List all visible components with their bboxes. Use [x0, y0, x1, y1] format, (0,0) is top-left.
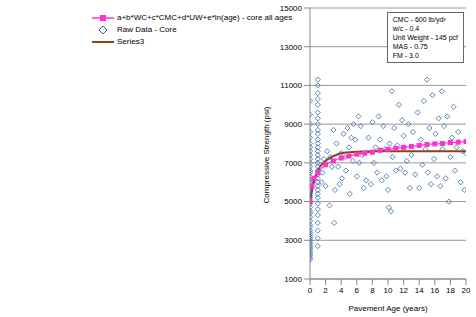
svg-text:16: 16	[430, 286, 439, 295]
svg-text:Pavement Age (years): Pavement Age (years)	[348, 304, 427, 313]
svg-text:3000: 3000	[284, 236, 302, 245]
svg-text:11000: 11000	[280, 81, 302, 90]
html-text:CMC - 600 lb/yd³: CMC - 600 lb/yd³	[392, 16, 446, 23]
svg-text:7000: 7000	[284, 159, 302, 168]
svg-text:8: 8	[370, 286, 375, 295]
svg-text:15000: 15000	[280, 4, 303, 13]
svg-text:4: 4	[339, 286, 344, 295]
html-text:Raw Data - Core: Raw Data - Core	[117, 25, 177, 34]
html-text:MAS - 0.75: MAS - 0.75	[392, 43, 428, 50]
svg-text:20: 20	[462, 286, 468, 295]
svg-text:0: 0	[308, 286, 313, 295]
html-text:Unit Weight - 145 pcf: Unit Weight - 145 pcf	[392, 34, 458, 41]
svg-text:Compressive Strength (psi): Compressive Strength (psi)	[262, 106, 271, 203]
html-text:w/c - 0.4: w/c - 0.4	[392, 25, 420, 32]
svg-text:6: 6	[355, 286, 360, 295]
svg-text:1000: 1000	[284, 275, 302, 284]
svg-text:12: 12	[399, 286, 408, 295]
svg-text:2: 2	[323, 286, 328, 295]
svg-text:9000: 9000	[284, 120, 302, 129]
svg-text:14: 14	[415, 286, 424, 295]
html-text:Series3: Series3	[117, 37, 145, 46]
html-text:a+b*WC+c*CMC+d*UW+e*ln(age) -: a+b*WC+c*CMC+d*UW+e*ln(age) - core all a…	[117, 13, 293, 22]
svg-text:18: 18	[446, 286, 455, 295]
svg-text:10: 10	[384, 286, 393, 295]
svg-text:5000: 5000	[284, 197, 302, 206]
html-text:FM - 3.0: FM - 3.0	[392, 52, 419, 59]
svg-text:13000: 13000	[280, 43, 303, 52]
